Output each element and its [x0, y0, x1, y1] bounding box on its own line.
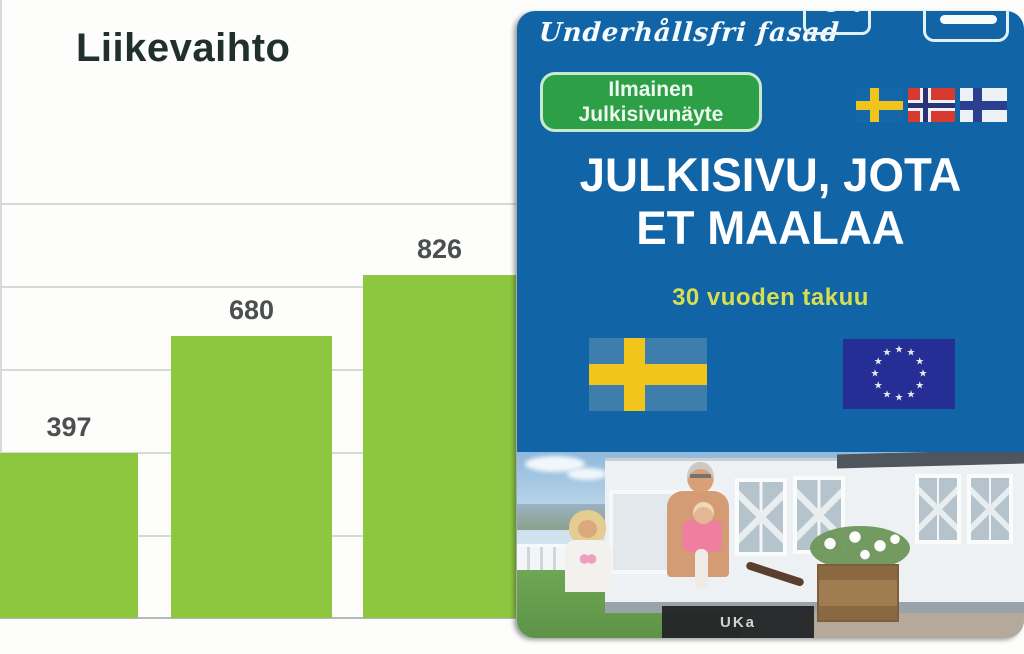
star-icon: ★ [870, 368, 880, 380]
star-icon: ★ [918, 368, 928, 380]
ad-headline-line2: ET MAALAA [636, 200, 905, 254]
tab-button[interactable] [923, 11, 1009, 42]
nordic-flags-row [856, 88, 1007, 122]
baby-figure [682, 520, 722, 552]
warranty-text: 30 vuoden takuu [672, 284, 869, 311]
cloud [567, 468, 607, 480]
bar [0, 453, 138, 618]
window [915, 474, 961, 544]
norway-flag-icon [908, 88, 955, 122]
baby-head [693, 502, 714, 524]
eu-stars-circle: ★ ★ ★ ★ ★ ★ ★ ★ ★ ★ ★ ★ [843, 339, 955, 409]
window [735, 478, 787, 556]
star-icon: ★ [906, 347, 916, 359]
house-family-photo: UKa [517, 452, 1024, 638]
x-axis-baseline [0, 617, 516, 619]
star-icon: ★ [894, 344, 904, 356]
tab-bar-icon [940, 15, 997, 24]
sweden-flag-large [589, 338, 707, 411]
gridline [0, 203, 516, 205]
star-icon: ★ [915, 356, 925, 368]
chart-title: Liikevaihto [76, 26, 291, 70]
star-icon: ★ [882, 389, 892, 401]
star-icon: ★ [873, 356, 883, 368]
ad-script-title: Underhållsfri fasad [537, 18, 841, 48]
bar-value-label: 680 [228, 295, 275, 325]
bar-chart-plot-area: 397 680 826 [0, 203, 516, 619]
cloud [525, 456, 585, 472]
butterfly-print [579, 552, 597, 566]
flower-bush [810, 526, 910, 570]
revenue-chart-panel: Liikevaihto 397 680 826 [0, 0, 516, 619]
sweden-flag-icon [856, 88, 903, 122]
dark-sign: UKa [662, 606, 814, 638]
ad-headline-line1: JULKISIVU, JOTA [579, 148, 962, 201]
wooden-crate [817, 564, 899, 622]
glasses [690, 474, 711, 478]
baby-legs [695, 549, 708, 589]
free-sample-button-line2: Julkisivunäyte [578, 103, 724, 126]
search-button[interactable] [803, 11, 871, 35]
bar [171, 336, 332, 618]
eu-flag: ★ ★ ★ ★ ★ ★ ★ ★ ★ ★ ★ ★ [843, 339, 955, 409]
y-axis-line [0, 0, 2, 618]
gridline [0, 286, 516, 288]
star-icon: ★ [873, 380, 883, 392]
star-icon: ★ [915, 380, 925, 392]
bar-value-label: 397 [46, 412, 92, 442]
house-foundation [605, 602, 1024, 613]
free-sample-button[interactable]: Ilmainen Julkisivunäyte [540, 72, 762, 132]
star-icon: ★ [906, 389, 916, 401]
free-sample-button-line1: Ilmainen [608, 77, 694, 101]
bar-value-label: 826 [416, 234, 463, 264]
flag-cross [589, 364, 707, 385]
search-icon-handle [843, 11, 863, 14]
star-icon: ★ [894, 392, 904, 404]
facade-ad-card[interactable]: Underhållsfri fasad Ilmainen Julkisivunä… [517, 11, 1024, 638]
window [967, 474, 1013, 544]
flag-cross [960, 101, 1007, 110]
star-icon: ★ [882, 347, 892, 359]
girl-shirt [565, 540, 611, 592]
finland-flag-icon [960, 88, 1007, 122]
search-icon [818, 11, 844, 12]
flag-cross [856, 101, 903, 110]
ad-headline: JULKISIVU, JOTA ET MAALAA [525, 148, 1017, 254]
bar [363, 275, 516, 618]
girl-face [578, 520, 597, 538]
flag-cross [908, 103, 955, 108]
